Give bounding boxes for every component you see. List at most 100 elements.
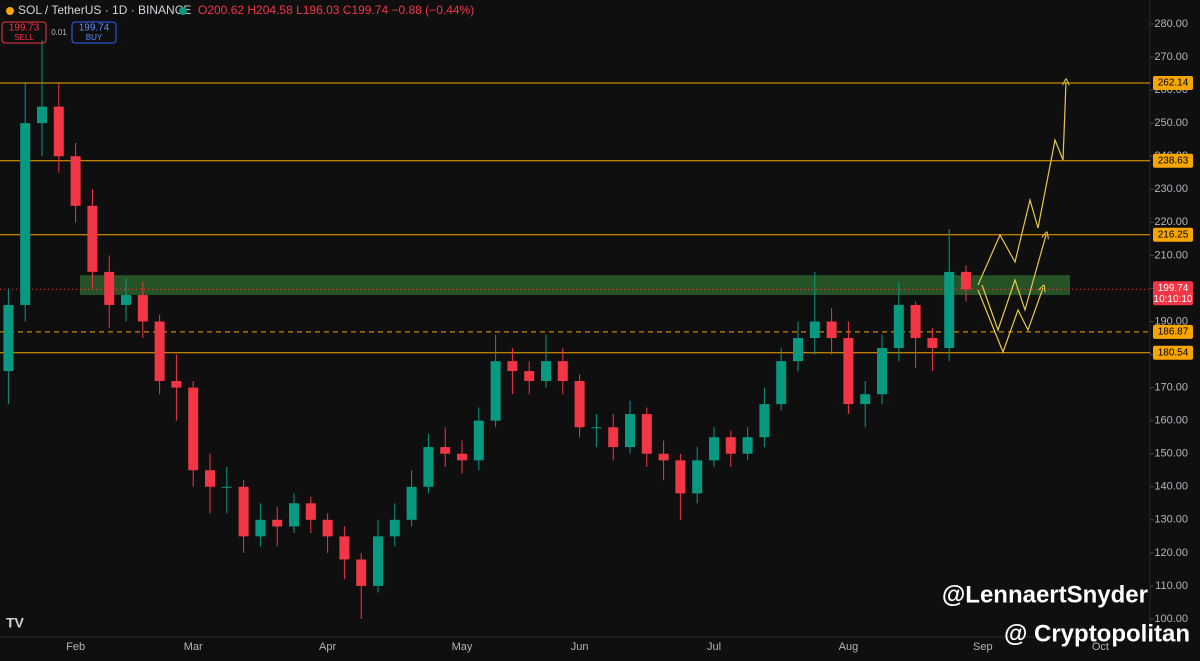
y-tick-label: 250.00 — [1154, 117, 1188, 129]
buy-button[interactable] — [71, 21, 117, 44]
sell-label: SELL — [14, 33, 34, 42]
candle-body — [473, 420, 484, 461]
status-dot — [179, 7, 187, 15]
candle-body — [356, 559, 367, 586]
x-tick-label: Aug — [839, 641, 859, 653]
candle-body — [440, 447, 451, 454]
candle-body — [255, 519, 266, 537]
candle-body — [53, 106, 64, 157]
candle-body — [457, 453, 467, 461]
candle-body — [406, 486, 417, 520]
candle-body — [20, 123, 31, 305]
candle-body — [860, 394, 871, 405]
dashed-level-label: 186.87 — [1158, 326, 1189, 337]
level-label: 180.54 — [1158, 347, 1189, 358]
y-tick-label: 220.00 — [1154, 216, 1188, 228]
axis-layer: 100.00 110.00 120.00 130.00 140.00 150.00 160.… — [66, 18, 1188, 653]
candle-body — [541, 361, 551, 381]
buy-price: 199.74 — [79, 23, 110, 34]
candle-body — [625, 414, 635, 448]
candle-body — [289, 503, 299, 527]
watermark: @ Cryptopolitan — [1004, 620, 1190, 647]
symbol-icon — [6, 7, 14, 15]
level-label: 262.14 — [1158, 78, 1189, 89]
candle-body — [171, 380, 182, 388]
last-price-box — [1153, 281, 1193, 306]
projection-path — [977, 288, 1043, 354]
candle-body — [205, 470, 215, 487]
level-label: 238.63 — [1158, 155, 1189, 166]
candle-body — [910, 304, 921, 339]
candle-body — [725, 437, 736, 454]
y-tick-label: 100.00 — [1154, 613, 1188, 625]
spread: 0.01 — [51, 28, 67, 37]
candle-body — [221, 486, 232, 488]
countdown-label: 10:10:10 — [1154, 294, 1193, 305]
candle-body — [272, 519, 283, 527]
candle-body — [877, 347, 887, 395]
candle-body — [826, 321, 837, 339]
y-tick-label: 190.00 — [1154, 315, 1188, 327]
candle-body — [709, 437, 719, 461]
candle-body — [490, 361, 501, 421]
dashed-level-box — [1153, 324, 1193, 339]
candle-body — [608, 427, 619, 448]
candle-body — [37, 106, 47, 124]
sell-price: 199.73 — [9, 23, 40, 34]
candle-body — [322, 519, 333, 537]
levels-layer — [0, 82, 1150, 354]
x-tick-label: Jun — [571, 641, 589, 653]
buy-label: BUY — [86, 33, 103, 42]
projection-path — [977, 82, 1066, 286]
candle-body — [3, 304, 14, 372]
candle-body — [121, 295, 131, 305]
candle-body — [87, 205, 98, 272]
candle-body — [507, 361, 518, 372]
candle-body — [238, 486, 249, 537]
ohlc-legend: O200.62 H204.58 L196.03 C199.74 −0.88 (−… — [198, 3, 474, 17]
candle-body — [675, 460, 686, 494]
x-tick-label: Jul — [707, 641, 721, 653]
sell-button[interactable] — [1, 21, 47, 44]
candle-body — [944, 271, 955, 348]
candle-body — [524, 371, 535, 381]
candle-body — [557, 361, 568, 381]
candle-body — [70, 156, 81, 206]
x-tick-label: Mar — [184, 641, 203, 653]
y-tick-label: 280.00 — [1154, 18, 1188, 30]
candle-body — [591, 427, 602, 429]
y-tick-label: 210.00 — [1154, 249, 1188, 261]
x-tick-label: Apr — [319, 641, 336, 653]
candle-body — [809, 321, 820, 339]
candle-body — [692, 460, 703, 494]
x-tick-label: May — [452, 641, 473, 653]
candle-body — [389, 519, 400, 537]
x-tick-label: Sep — [973, 641, 993, 653]
projection — [977, 82, 1066, 354]
x-tick-label: Feb — [66, 641, 85, 653]
y-tick-label: 170.00 — [1154, 382, 1188, 394]
y-tick-label: 150.00 — [1154, 448, 1188, 460]
level-box — [1153, 345, 1193, 360]
watermark: @LennaertSnyder — [942, 581, 1148, 608]
zone-layer — [80, 275, 1070, 296]
candle-body — [759, 404, 770, 438]
candle-body — [104, 271, 115, 305]
candle-body — [793, 338, 803, 362]
candle-body — [574, 380, 585, 428]
candle-body — [893, 304, 904, 348]
y-tick-label: 270.00 — [1154, 51, 1188, 63]
candle-body — [188, 387, 199, 471]
candle-body — [742, 437, 753, 454]
candle-body — [339, 536, 350, 560]
level-label: 216.25 — [1158, 229, 1189, 240]
tv-logo: TV — [6, 615, 25, 631]
candle-body — [373, 536, 383, 586]
x-tick-label: Oct — [1092, 641, 1109, 653]
y-tick-label: 120.00 — [1154, 547, 1188, 559]
candles-layer — [3, 40, 971, 619]
level-labels-layer: 262.14 238.63 216.25 180.54 186.87 199.7410:1… — [1153, 76, 1193, 360]
